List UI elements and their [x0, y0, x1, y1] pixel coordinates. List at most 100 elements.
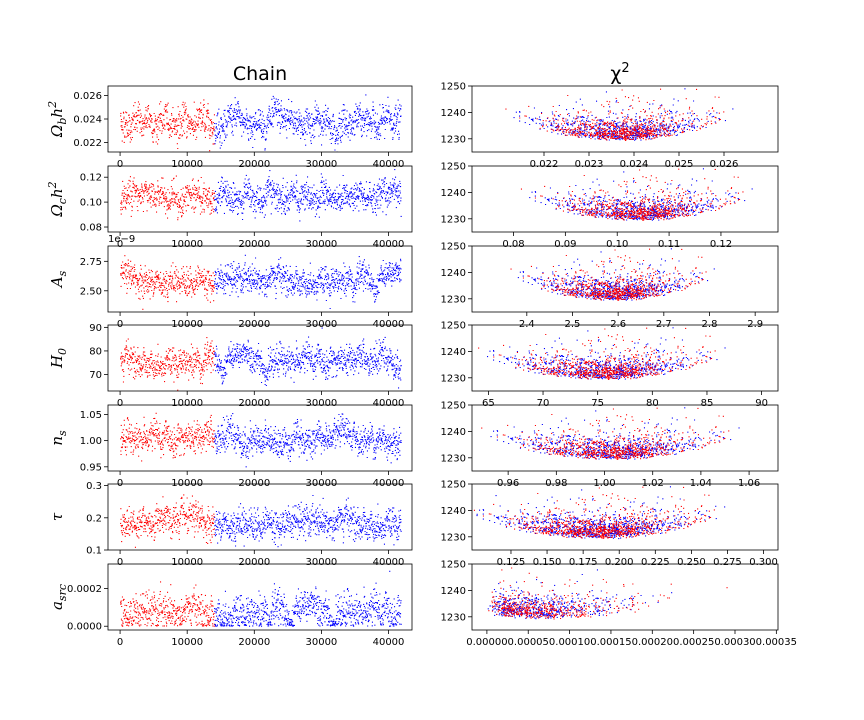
- chi2-omega_c_h2-frame: [471, 165, 779, 233]
- trace-omega_b_h2-xtick-label: 20000: [238, 159, 270, 170]
- chi2-points-A_s: [510, 248, 715, 302]
- ylabel-sup: 2: [46, 101, 59, 109]
- chi2-a_src-xtick-label: 0.00020: [632, 637, 673, 648]
- chi2-H_0-ytick-label: 1250: [441, 321, 466, 332]
- chi2-panel-omega_b_h2: 0.022 0.023 0.024 0.025 0.026 1230 1240 1250: [441, 82, 779, 170]
- trace-chain-series: [214, 494, 402, 548]
- chi2-omega_c_h2-xtick-label: 0.08: [502, 239, 524, 250]
- trace-points-a_src: [120, 570, 402, 627]
- chi2-a_src-xtick-label: 0.00030: [714, 637, 755, 648]
- ylabel-tail: h: [48, 188, 66, 198]
- chi2-a_src-xtick-label: 0.00000: [466, 637, 507, 648]
- trace-H_0-xtick-label: 20000: [238, 398, 270, 409]
- trace-points-omega_c_h2: [120, 169, 402, 222]
- trace-omega_b_h2-xtick-label: 10000: [171, 159, 203, 170]
- trace-A_s-frame: [107, 245, 413, 313]
- ylabel-sub: src: [56, 584, 69, 601]
- ylabel-sup: 2: [46, 181, 59, 189]
- ylabel-base: a: [48, 601, 66, 610]
- chi2-n_s-xtick-label: 0.98: [545, 478, 567, 489]
- trace-burnin-series: [120, 175, 215, 221]
- ylabel-sub: b: [56, 118, 69, 125]
- trace-panel-n_s: 0 10000 20000 30000 40000 0.95 1.00 1.05 ns: [48, 404, 413, 489]
- chi2-H_0-xtick-label: 85: [701, 398, 714, 409]
- chi2-burnin-series: [473, 486, 715, 540]
- trace-n_s-ytick-label: 1.00: [80, 436, 102, 447]
- chi2-a_src-ytick-label: 1250: [441, 560, 466, 571]
- trace-points-n_s: [120, 412, 402, 468]
- trace-omega_c_h2-ytick-label: 0.08: [80, 223, 102, 234]
- chi2-panel-n_s: 0.96 0.98 1.00 1.02 1.04 1.06 1230 1240 1250: [441, 401, 779, 489]
- ylabel-omega_b_h2: Ωbh2: [46, 101, 69, 138]
- offset-text: 1e−9: [108, 234, 135, 245]
- trace-tau-ytick-label: 0.1: [86, 546, 102, 557]
- trace-tau-frame: [107, 483, 413, 551]
- chi2-H_0-frame: [471, 324, 779, 392]
- trace-H_0-ytick-label: 80: [89, 346, 102, 357]
- trace-omega_c_h2-xtick-label: 30000: [305, 239, 337, 250]
- trace-a_src-frame: [107, 563, 413, 631]
- trace-omega_c_h2-xtick-label: 10000: [171, 239, 203, 250]
- trace-chain-series: [214, 169, 402, 222]
- chi2-panel-H_0: 65 70 75 80 85 90 1230 1240 1250: [441, 321, 779, 409]
- chi2-tau-xtick-label: 0.250: [677, 557, 706, 568]
- trace-H_0-xtick-label: 30000: [305, 398, 337, 409]
- trace-chain-series: [214, 413, 402, 468]
- chi2-n_s-xtick-label: 0.96: [497, 478, 519, 489]
- ylabel-base: τ: [48, 512, 66, 521]
- chi2-omega_b_h2-xtick-label: 0.022: [530, 159, 559, 170]
- trace-tau-ytick-label: 0.3: [86, 481, 102, 492]
- ylabel-base: Ω: [48, 204, 66, 217]
- chi2-chain-series: [487, 569, 673, 620]
- chi2-omega_c_h2-ytick-label: 1240: [441, 188, 466, 199]
- trace-n_s-frame: [107, 404, 413, 472]
- chi2-A_s-ytick-label: 1240: [441, 268, 466, 279]
- chi2-a_src-xtick-label: 0.00025: [673, 637, 714, 648]
- trace-H_0-ytick-label: 90: [89, 323, 102, 334]
- chi2-H_0-xtick-label: 80: [646, 398, 659, 409]
- trace-burnin-series: [120, 581, 215, 627]
- chi2-A_s-xtick-label: 2.6: [610, 319, 626, 330]
- chi2-a_src-xtick-label: 0.00035: [756, 637, 797, 648]
- trace-A_s-xtick-label: 20000: [238, 319, 270, 330]
- trace-n_s-xtick-label: 40000: [373, 478, 405, 489]
- chi2-A_s-xtick-label: 2.9: [747, 319, 763, 330]
- chi2-points-omega_b_h2: [505, 88, 734, 142]
- trace-tau-xtick-label: 0: [117, 557, 123, 568]
- trace-a_src-ytick-label: 0.0002: [67, 584, 102, 595]
- chi2-a_src-xtick-label: 0.00010: [549, 637, 590, 648]
- ylabel-n_s: ns: [48, 430, 69, 446]
- chi2-omega_b_h2-ytick-label: 1250: [441, 82, 466, 93]
- chi2-points-H_0: [478, 327, 726, 381]
- trace-tau-ytick-label: 0.2: [86, 513, 102, 524]
- chi2-points-n_s: [481, 407, 740, 461]
- trace-a_src-xtick-label: 40000: [373, 637, 405, 648]
- chi2-tau-ytick-label: 1250: [441, 480, 466, 491]
- trace-burnin-series: [120, 494, 215, 548]
- chi2-tau-xtick-label: 0.150: [533, 557, 562, 568]
- trace-chain-series: [214, 254, 402, 310]
- trace-points-A_s: [120, 254, 402, 310]
- trace-n_s-xtick-label: 20000: [238, 478, 270, 489]
- trace-omega_b_h2-ytick-label: 0.026: [73, 91, 102, 102]
- trace-H_0-xtick-label: 40000: [373, 398, 405, 409]
- chi2-points-tau: [473, 486, 726, 540]
- trace-panel-A_s: 0 10000 20000 30000 40000 2.50 2.75 As 1e−9: [48, 234, 413, 330]
- chi2-omega_b_h2-xtick-label: 0.026: [710, 159, 739, 170]
- chi2-H_0-xtick-label: 65: [482, 398, 495, 409]
- trace-tau-xtick-label: 30000: [305, 557, 337, 568]
- chi2-omega_c_h2-ytick-label: 1250: [441, 162, 466, 173]
- trace-panel-tau: 0 10000 20000 30000 40000 0.1 0.2 0.3 τ: [48, 481, 413, 568]
- chi2-burnin-series: [505, 88, 725, 142]
- chi2-panel-tau: 0.125 0.150 0.175 0.200 0.225 0.250 0.275 0.300…: [441, 480, 779, 568]
- chi2-omega_b_h2-frame: [471, 85, 779, 153]
- trace-burnin-series: [120, 255, 215, 310]
- chi2-A_s-xtick-label: 2.7: [656, 319, 672, 330]
- chi2-tau-ytick-label: 1230: [441, 532, 466, 543]
- ylabel-tau: τ: [48, 512, 66, 521]
- trace-A_s-xtick-label: 10000: [171, 319, 203, 330]
- trace-points-omega_b_h2: [120, 94, 402, 152]
- chi2-H_0-xtick-label: 90: [755, 398, 768, 409]
